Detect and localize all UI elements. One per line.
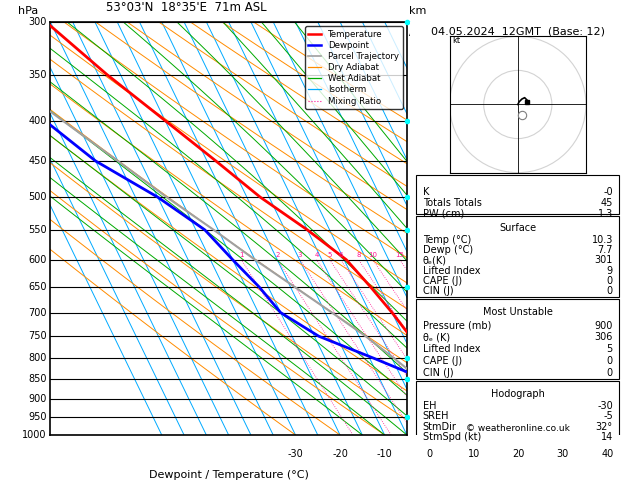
Text: StmSpd (kt): StmSpd (kt): [423, 432, 481, 442]
Text: 350: 350: [28, 70, 47, 80]
Text: 8: 8: [357, 252, 361, 258]
Text: StmDir: StmDir: [423, 422, 457, 432]
Text: Dewpoint / Temperature (°C): Dewpoint / Temperature (°C): [148, 470, 309, 480]
Text: -5: -5: [603, 411, 613, 421]
Text: hPa: hPa: [18, 6, 38, 16]
Legend: Temperature, Dewpoint, Parcel Trajectory, Dry Adiabat, Wet Adiabat, Isotherm, Mi: Temperature, Dewpoint, Parcel Trajectory…: [305, 26, 403, 109]
Text: 2: 2: [415, 353, 421, 364]
Text: 32°: 32°: [596, 422, 613, 432]
Text: 7.7: 7.7: [598, 245, 613, 255]
Bar: [416, 216, 620, 296]
Text: 1: 1: [239, 252, 243, 258]
Text: CIN (J): CIN (J): [423, 367, 454, 378]
Text: 14: 14: [601, 432, 613, 442]
Text: θₑ(K): θₑ(K): [423, 256, 447, 265]
Text: 20: 20: [512, 450, 525, 459]
Text: Dewp (°C): Dewp (°C): [423, 245, 473, 255]
Text: 1.3: 1.3: [598, 209, 613, 219]
Text: 53°03'N  18°35'E  71m ASL: 53°03'N 18°35'E 71m ASL: [106, 0, 266, 14]
Text: 1000: 1000: [22, 430, 47, 440]
Text: 300: 300: [28, 17, 47, 27]
Text: 301: 301: [594, 256, 613, 265]
Text: 306: 306: [594, 332, 613, 342]
Text: ASL: ASL: [408, 28, 426, 38]
Text: 10: 10: [467, 450, 480, 459]
Text: Totals Totals: Totals Totals: [423, 198, 482, 208]
Text: 4: 4: [314, 252, 319, 258]
Bar: [416, 298, 620, 379]
Text: K: K: [423, 187, 429, 197]
Text: SREH: SREH: [423, 411, 449, 421]
Text: Hodograph: Hodograph: [491, 389, 545, 399]
Text: -10: -10: [377, 450, 392, 459]
Text: 750: 750: [28, 331, 47, 341]
Text: 10: 10: [369, 252, 377, 258]
Text: PW (cm): PW (cm): [423, 209, 464, 219]
Text: -20: -20: [332, 450, 348, 459]
Text: 40: 40: [601, 450, 613, 459]
Text: CIN (J): CIN (J): [423, 286, 454, 296]
Text: 9: 9: [607, 265, 613, 276]
Text: 650: 650: [28, 282, 47, 292]
Text: 5: 5: [328, 252, 332, 258]
Text: 8: 8: [415, 70, 421, 80]
Text: 3: 3: [298, 252, 303, 258]
Text: Most Unstable: Most Unstable: [483, 307, 553, 317]
Text: km: km: [409, 6, 426, 16]
Text: 2: 2: [276, 252, 280, 258]
Text: 900: 900: [594, 321, 613, 330]
Bar: [416, 174, 620, 214]
Bar: [416, 381, 620, 441]
Text: 550: 550: [28, 225, 47, 235]
Text: 0: 0: [607, 367, 613, 378]
Text: 900: 900: [28, 394, 47, 404]
Text: Surface: Surface: [499, 224, 537, 233]
Text: Lifted Index: Lifted Index: [423, 344, 480, 354]
Text: 3: 3: [415, 308, 421, 317]
Text: LCL: LCL: [409, 415, 424, 424]
Text: 950: 950: [28, 412, 47, 422]
Text: 5: 5: [415, 225, 421, 235]
Text: 45: 45: [601, 198, 613, 208]
Text: EH: EH: [423, 401, 437, 411]
Text: -0: -0: [603, 187, 613, 197]
Text: © weatheronline.co.uk: © weatheronline.co.uk: [466, 424, 570, 433]
Text: 0: 0: [607, 276, 613, 286]
Text: Temp (°C): Temp (°C): [423, 235, 471, 245]
Text: 0: 0: [607, 356, 613, 366]
Text: 6: 6: [338, 252, 343, 258]
Text: Pressure (mb): Pressure (mb): [423, 321, 491, 330]
Text: θₑ (K): θₑ (K): [423, 332, 450, 342]
Text: 450: 450: [28, 156, 47, 166]
Text: CAPE (J): CAPE (J): [423, 356, 462, 366]
Text: 04.05.2024  12GMT  (Base: 12): 04.05.2024 12GMT (Base: 12): [431, 26, 605, 36]
Text: 800: 800: [28, 353, 47, 364]
Text: 600: 600: [28, 255, 47, 265]
Text: 5: 5: [606, 344, 613, 354]
Text: 400: 400: [28, 116, 47, 125]
Text: Mixing Ratio (g/kg): Mixing Ratio (g/kg): [438, 186, 447, 271]
Text: 6: 6: [415, 156, 421, 166]
Text: 0: 0: [426, 450, 432, 459]
Text: 850: 850: [28, 374, 47, 384]
Text: 15: 15: [395, 252, 404, 258]
Text: -30: -30: [287, 450, 303, 459]
Text: 700: 700: [28, 308, 47, 317]
Text: 7: 7: [415, 116, 421, 125]
Text: 10.3: 10.3: [591, 235, 613, 245]
Text: 500: 500: [28, 192, 47, 202]
Text: Lifted Index: Lifted Index: [423, 265, 480, 276]
Text: CAPE (J): CAPE (J): [423, 276, 462, 286]
Text: 1: 1: [415, 374, 421, 384]
Text: 0: 0: [607, 286, 613, 296]
Text: -30: -30: [597, 401, 613, 411]
Text: 4: 4: [415, 255, 421, 265]
Text: 30: 30: [557, 450, 569, 459]
